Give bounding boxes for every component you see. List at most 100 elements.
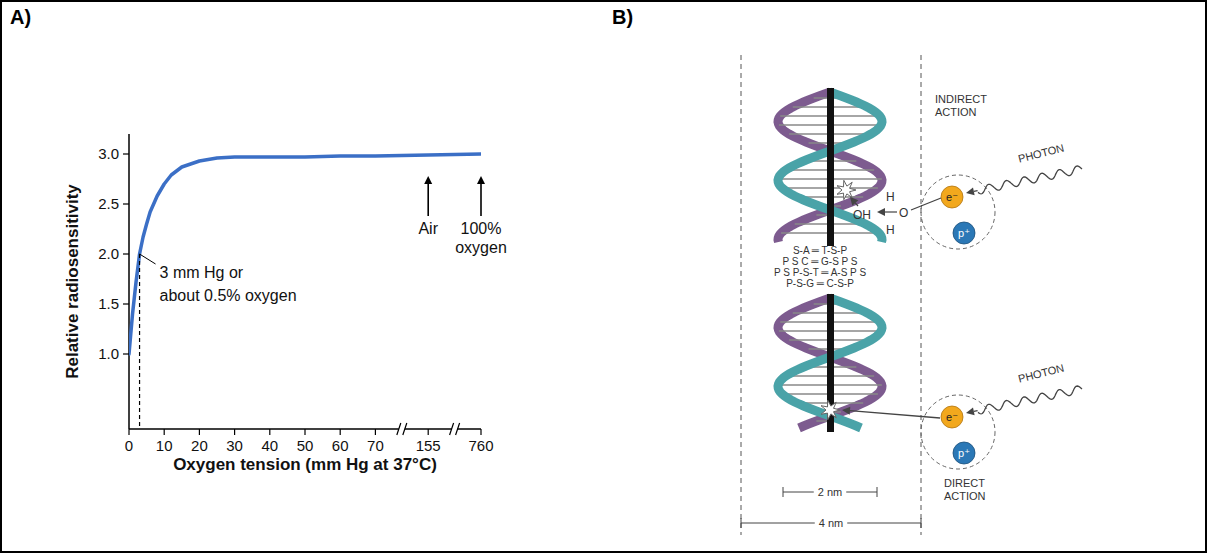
photon-arrow-head (966, 407, 975, 415)
direct-arrow-head (842, 407, 850, 415)
annotation-drop-line (139, 254, 140, 429)
x-tick (128, 429, 129, 435)
action-label: DIRECT (944, 477, 985, 489)
x-tick-label: 30 (226, 437, 243, 454)
action-label: ACTION (944, 490, 986, 502)
dimension-label-bg (814, 485, 846, 499)
electron-path (911, 198, 941, 210)
base-pair-text: P S C ═ G-S P S (782, 256, 857, 267)
figure: A)B)0102030405060701557601.01.52.02.53.0… (0, 0, 1207, 555)
electron (941, 186, 963, 208)
water-atom: H (886, 190, 895, 204)
radical-arrow-head (877, 208, 885, 216)
photon-arrow (966, 187, 978, 195)
y-tick-label: 2.5 (98, 195, 119, 212)
dimension-end (921, 518, 922, 528)
base-pair-text: S-A ═ T-S-P (793, 245, 847, 256)
radical-attack-arrow-shaft (855, 203, 858, 206)
dimension-label: 4 nm (819, 517, 843, 529)
radical-label: OH (853, 208, 871, 222)
annotation-leader (140, 254, 156, 264)
radical-arrow (877, 208, 897, 216)
x-tick-label: 20 (191, 437, 208, 454)
annotation-arrow-shaft (427, 184, 429, 216)
action-label: INDIRECT (935, 93, 987, 105)
x-tick (164, 429, 165, 435)
dimension-end (783, 487, 784, 497)
action-label: ACTION (935, 106, 977, 118)
radical-attack-arrow-head (850, 197, 858, 206)
base-pair-text: P S P-S-T ═ A-S P S (774, 267, 866, 278)
direct-arrow (842, 407, 940, 418)
electron-label: e⁻ (946, 191, 958, 203)
water-atom: H (886, 223, 895, 237)
y-tick-label: 1.5 (98, 295, 119, 312)
diagram-b: S-A ═ T-S-PP S C ═ G-S P SP S P-S-T ═ A-… (741, 55, 1082, 535)
atom-shell (921, 175, 995, 249)
curve (129, 154, 481, 354)
dimension-label-bg (815, 516, 847, 530)
x-axis-title: Oxygen tension (mm Hg at 37°C) (173, 455, 437, 474)
photon-arrow-head (966, 187, 975, 195)
dna-helix (778, 88, 882, 246)
x-tick-label: 70 (367, 437, 384, 454)
photon-label: PHOTON (1017, 142, 1065, 165)
annotation-arrow-head (424, 176, 432, 184)
dimension: 2 nm (783, 485, 877, 499)
electron-label: e⁻ (946, 411, 958, 423)
x-tick (428, 429, 429, 435)
radical-attack-arrow (850, 197, 858, 206)
x-tick (269, 429, 270, 435)
proton-label: p⁺ (958, 447, 970, 459)
y-tick-label: 2.0 (98, 245, 119, 262)
axis-break-mark (397, 423, 401, 435)
x-tick-label: 10 (156, 437, 173, 454)
boundary-line (921, 55, 922, 535)
photon-arrow-shaft (974, 190, 978, 192)
chromatin-axis (827, 88, 834, 246)
atom-shell (921, 395, 995, 469)
chart-a: 0102030405060701557601.01.52.02.53.0Oxyg… (63, 134, 507, 474)
y-tick (123, 353, 129, 354)
photon-label: PHOTON (1017, 362, 1065, 385)
x-tick (199, 429, 200, 435)
x-tick-label: 40 (261, 437, 278, 454)
photon-arrow (966, 407, 978, 415)
proton (953, 222, 975, 244)
y-tick-label: 1.0 (98, 345, 119, 362)
photon-wave (978, 386, 1082, 414)
annotation-arrow-head (477, 176, 485, 184)
x-tick-label: 60 (332, 437, 349, 454)
y-axis-title: Relative radiosensitivity (63, 184, 82, 379)
y-tick (123, 303, 129, 304)
water-atom: O (899, 206, 908, 220)
x-tick (340, 429, 341, 435)
boundary-line (741, 55, 742, 535)
dna-helix (778, 294, 882, 432)
frame (1, 1, 1206, 552)
dimension-label: 2 nm (818, 486, 842, 498)
annotation-arrow (477, 176, 485, 216)
dna-damage (821, 400, 840, 419)
radical-arrow-shaft (885, 211, 897, 212)
proton-label: p⁺ (958, 227, 970, 239)
plot-data (129, 154, 481, 354)
annotation-text: about 0.5% oxygen (160, 287, 297, 304)
dimension-end (741, 518, 742, 528)
axis-break-mark (456, 423, 460, 435)
dimension-end (877, 487, 878, 497)
y-tick (123, 203, 129, 204)
axis-break-mark (450, 423, 454, 435)
base-pair-text: P-S-G ═ C-S-P (786, 278, 854, 289)
x-tick (234, 429, 235, 435)
annotation-arrow-shaft (480, 184, 482, 216)
annotation-text: Air (418, 220, 438, 237)
direct-arrow-shaft (850, 411, 940, 418)
axis-break (450, 423, 460, 435)
dimension: 4 nm (741, 516, 921, 530)
x-tick (304, 429, 305, 435)
electron (941, 406, 963, 428)
axis-break (397, 423, 407, 435)
axis-break-mark (403, 423, 407, 435)
photon-arrow-shaft (974, 410, 978, 412)
